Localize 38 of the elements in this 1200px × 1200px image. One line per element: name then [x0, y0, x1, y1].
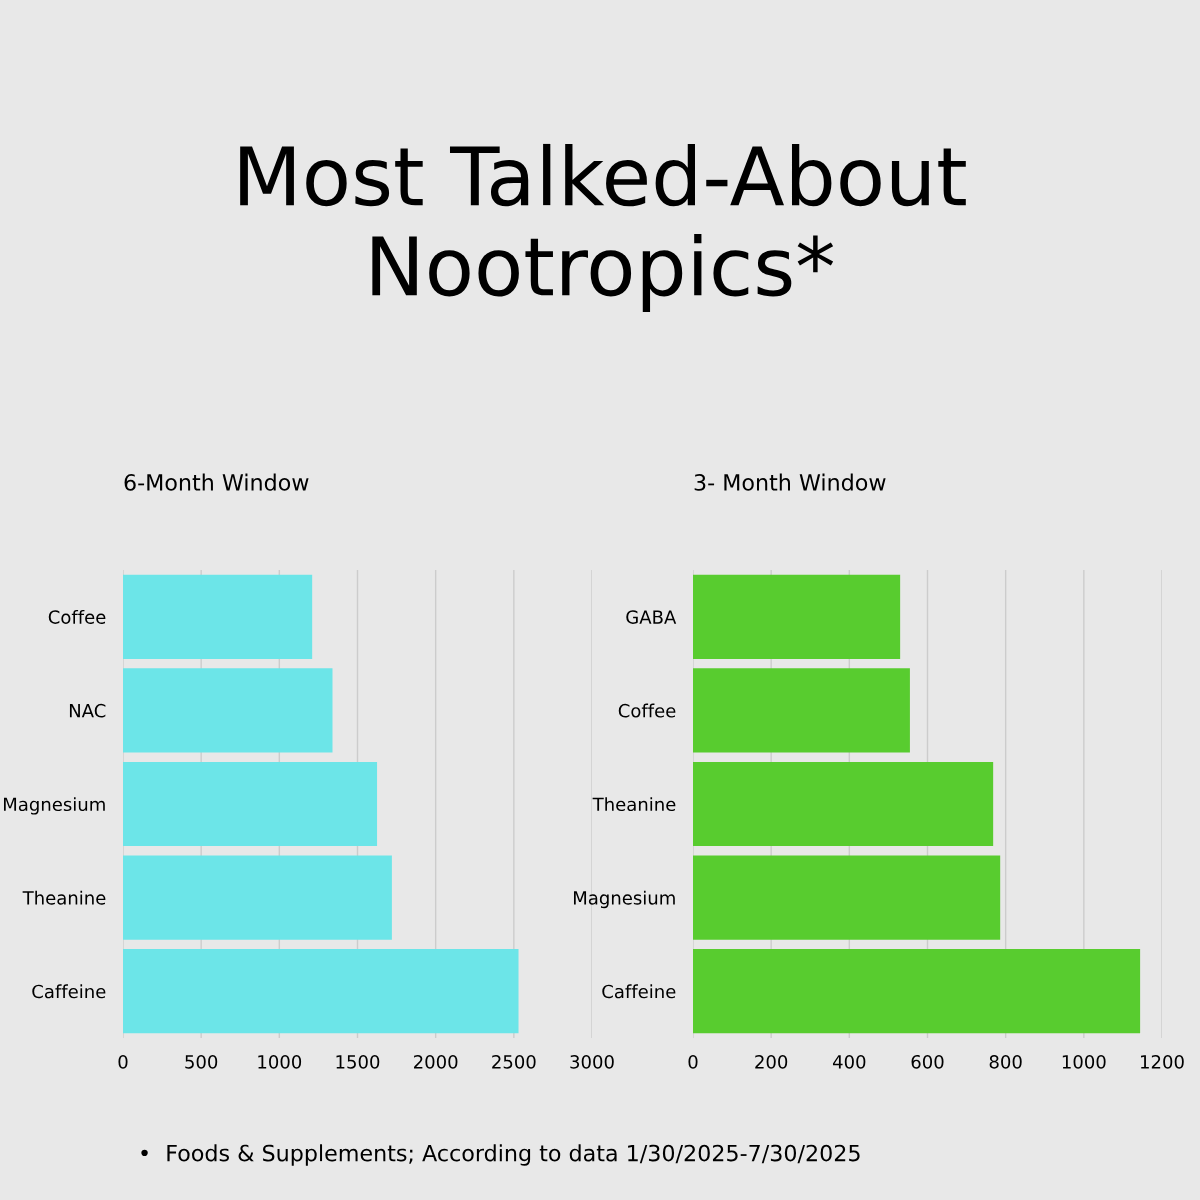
x-tick-label: 3000: [570, 1054, 614, 1069]
chart-subtitle: 3- Month Window: [694, 473, 886, 491]
y-tick-label: Magnesium: [574, 890, 675, 909]
x-tick-label: 200: [755, 1054, 788, 1069]
y-tick-label: Coffee: [48, 609, 106, 624]
x-tick-label: 600: [911, 1054, 944, 1069]
bar: [123, 668, 333, 753]
chart-subtitle: 6-Month Window: [124, 473, 309, 491]
y-tick-label: Magnesium: [4, 797, 105, 815]
bar: [693, 761, 994, 847]
x-tick-label: 1000: [1062, 1054, 1106, 1069]
text: • Foods & Supplements; According to data 1/30/2025-7/30/2025: [141, 1144, 860, 1166]
x-tick-label: 1000: [258, 1054, 302, 1069]
bar: [693, 574, 901, 659]
x-tick-label: 800: [989, 1054, 1022, 1069]
bar: [693, 668, 910, 753]
x-tick-label: 0: [688, 1054, 698, 1069]
x-tick-label: 1200: [1141, 1054, 1184, 1069]
x-tick-label: 500: [185, 1054, 218, 1069]
x-tick-label: 2500: [492, 1054, 536, 1069]
x-tick-label: 400: [832, 1054, 866, 1069]
x-tick-label: 1500: [336, 1054, 380, 1069]
chart-title: Most Talked-About Nootropics*: [240, 143, 966, 313]
y-tick-label: Caffeine: [602, 984, 676, 999]
x-tick-label: 2000: [414, 1054, 458, 1069]
bar: [123, 574, 313, 659]
y-tick-label: Theanine: [22, 890, 106, 905]
y-tick-label: Caffeine: [32, 984, 106, 999]
y-tick-label: Theanine: [592, 797, 676, 812]
x-tick-label: 0: [118, 1054, 128, 1069]
bar: [123, 855, 392, 940]
bar: [123, 949, 519, 1034]
bar: [123, 761, 378, 847]
y-tick-label: GABA: [626, 610, 677, 624]
bar: [693, 855, 1001, 940]
y-tick-label: NAC: [69, 703, 106, 718]
bar: [693, 949, 1141, 1034]
y-tick-label: Coffee: [618, 703, 676, 718]
